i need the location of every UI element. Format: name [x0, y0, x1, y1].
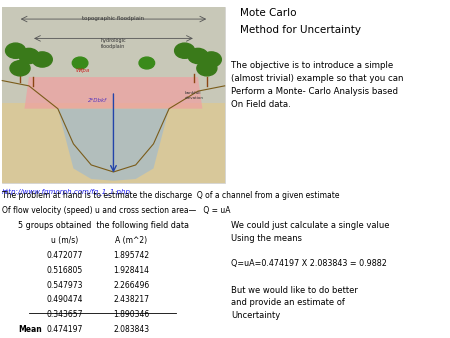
Text: The problem at hand is to estimate the discharge  Q of a channel from a given es: The problem at hand is to estimate the d… — [2, 191, 340, 200]
FancyBboxPatch shape — [2, 7, 225, 121]
Text: Method for Uncertainty: Method for Uncertainty — [240, 25, 361, 35]
Text: 0.343657: 0.343657 — [46, 310, 83, 319]
Text: Of flow velocity (speed) u and cross section area—   Q = uA: Of flow velocity (speed) u and cross sec… — [2, 206, 231, 215]
Text: A (m^2): A (m^2) — [115, 236, 147, 245]
Polygon shape — [58, 109, 169, 181]
Text: We could just calculate a single value
Using the means: We could just calculate a single value U… — [231, 221, 390, 243]
Text: 0.490474: 0.490474 — [46, 295, 83, 305]
Text: topographic floodplain: topographic floodplain — [82, 16, 144, 21]
Circle shape — [188, 48, 208, 64]
Text: 0.547973: 0.547973 — [46, 281, 83, 290]
Text: 1.928414: 1.928414 — [113, 266, 149, 275]
Text: Q=uA=0.474197 X 2.083843 = 0.9882: Q=uA=0.474197 X 2.083843 = 0.9882 — [231, 259, 387, 268]
Text: 1.890346: 1.890346 — [113, 310, 149, 319]
Text: hydrologic
floodplain: hydrologic floodplain — [101, 39, 126, 49]
Text: But we would like to do better
and provide an estimate of
Uncertainty: But we would like to do better and provi… — [231, 286, 358, 320]
Circle shape — [201, 52, 221, 67]
Circle shape — [197, 61, 217, 76]
Text: bankfull
elevation: bankfull elevation — [184, 91, 204, 100]
Circle shape — [5, 43, 26, 58]
Circle shape — [139, 57, 155, 69]
Text: Wfpa: Wfpa — [75, 68, 90, 73]
Text: 0.472077: 0.472077 — [46, 251, 83, 260]
Text: Mean: Mean — [18, 325, 41, 334]
Text: 0.474197: 0.474197 — [46, 325, 83, 334]
Circle shape — [32, 52, 52, 67]
FancyBboxPatch shape — [2, 103, 225, 183]
Text: The objective is to introduce a simple
(almost trivial) example so that you can
: The objective is to introduce a simple (… — [231, 61, 404, 110]
Circle shape — [19, 48, 39, 64]
Circle shape — [10, 61, 30, 76]
Text: 2*Dbkf: 2*Dbkf — [88, 98, 108, 103]
Text: 0.516805: 0.516805 — [46, 266, 83, 275]
Text: 2.083843: 2.083843 — [113, 325, 149, 334]
Text: 2.266496: 2.266496 — [113, 281, 149, 290]
Text: 5 groups obtained  the following field data: 5 groups obtained the following field da… — [18, 221, 189, 231]
FancyBboxPatch shape — [2, 7, 225, 183]
Text: Mote Carlo: Mote Carlo — [240, 8, 297, 19]
Polygon shape — [24, 77, 203, 109]
Text: http://www.fgmorph.com/fg_1_1.php: http://www.fgmorph.com/fg_1_1.php — [2, 189, 131, 195]
Text: u (m/s): u (m/s) — [51, 236, 78, 245]
Circle shape — [72, 57, 88, 69]
Circle shape — [175, 43, 195, 58]
Text: 1.895742: 1.895742 — [113, 251, 149, 260]
Text: 2.438217: 2.438217 — [113, 295, 149, 305]
